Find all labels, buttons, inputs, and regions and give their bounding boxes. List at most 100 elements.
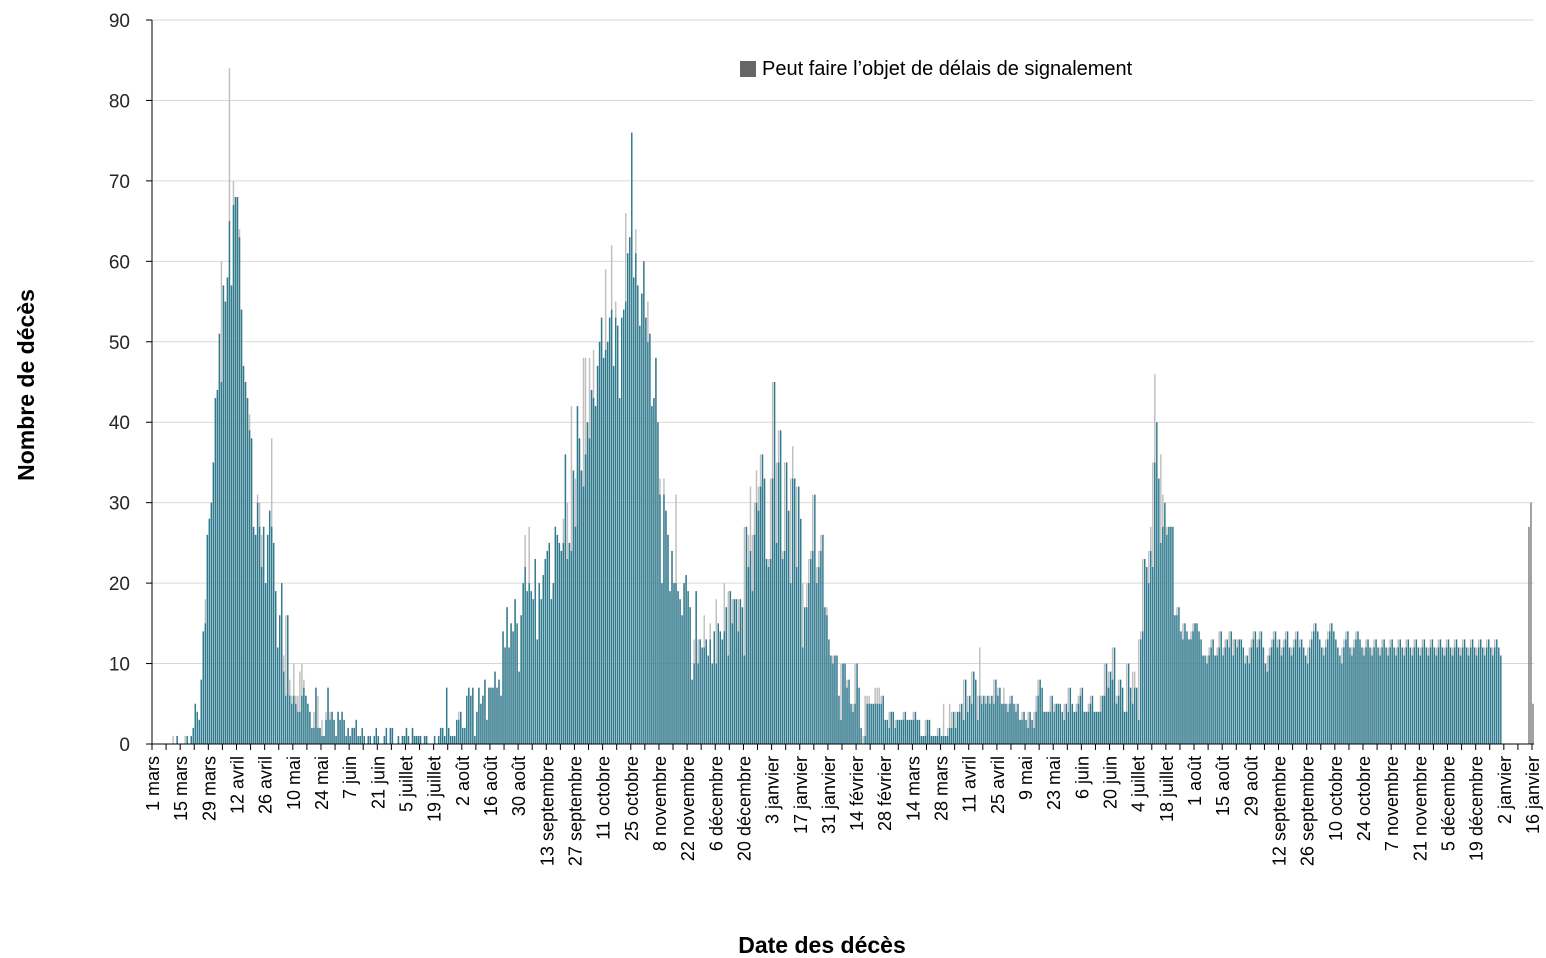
bar-confirmed (466, 695, 468, 744)
bar-confirmed (808, 583, 810, 744)
bar-confirmed (1178, 607, 1180, 744)
y-tick-label: 0 (119, 735, 130, 756)
bar-confirmed (1049, 711, 1051, 744)
bar-confirmed (484, 679, 486, 744)
bar-confirmed (1162, 526, 1164, 744)
bar-confirmed (464, 727, 466, 744)
bar-confirmed (1144, 558, 1146, 744)
bar-confirmed (781, 558, 784, 744)
bar-confirmed (733, 599, 736, 744)
x-tick-label: 2 août (453, 756, 473, 806)
bar-confirmed (880, 703, 882, 744)
bar-confirmed (1439, 639, 1442, 744)
bar-confirmed (1057, 703, 1059, 744)
bar-confirmed (1371, 655, 1373, 744)
bar-confirmed (1383, 639, 1385, 744)
bar-confirmed (635, 253, 637, 745)
bar-confirmed (1216, 655, 1218, 744)
bar-confirmed (1397, 647, 1399, 744)
bar-confirmed (1001, 703, 1003, 744)
bar-confirmed (771, 478, 774, 744)
bar-confirmed (586, 422, 589, 744)
bar-confirmed (1417, 647, 1420, 744)
x-tick-label: 13 septembre (537, 756, 557, 866)
bar-confirmed (1459, 655, 1462, 744)
bar-confirmed (1325, 647, 1327, 744)
bar-confirmed (1025, 719, 1027, 744)
bar-confirmed (367, 735, 369, 744)
bar-confirmed (1475, 655, 1478, 744)
bar-confirmed (264, 583, 267, 744)
bar-confirmed (1306, 663, 1309, 744)
y-axis-title: Nombre de décès (13, 289, 39, 481)
bar-confirmed (918, 719, 921, 744)
bar-confirmed (761, 454, 764, 744)
bar-confirmed (886, 719, 888, 744)
bar-confirmed (912, 719, 915, 744)
bar-confirmed (932, 735, 935, 744)
bar-confirmed (1142, 631, 1144, 744)
bar-confirmed (1270, 647, 1273, 744)
bar-confirmed (1242, 647, 1245, 744)
x-tick-label: 26 septembre (1298, 756, 1318, 866)
bar-confirmed (661, 583, 663, 744)
bar-confirmed (731, 623, 734, 744)
bar-confirmed (228, 221, 231, 745)
bar-confirmed (341, 711, 343, 744)
bar-confirmed (1125, 711, 1128, 744)
bar-confirmed (765, 558, 768, 744)
x-tick-label: 5 décembre (1439, 756, 1459, 851)
bar-confirmed (1292, 647, 1295, 744)
bar-confirmed (987, 695, 989, 744)
bar-confirmed (1013, 703, 1015, 744)
bar-confirmed (1121, 687, 1124, 744)
bar-confirmed (1238, 639, 1241, 744)
bar-confirmed (1323, 655, 1325, 744)
x-tick-label: 12 avril (227, 756, 247, 814)
bar-confirmed (1463, 639, 1466, 744)
bar-confirmed (1494, 647, 1496, 744)
bar-confirmed (1343, 647, 1345, 744)
bar-confirmed (1208, 655, 1210, 744)
bar-confirmed (1266, 671, 1269, 744)
bar-confirmed (1051, 695, 1053, 744)
bar-confirmed (574, 526, 577, 744)
legend-background (682, 50, 1268, 90)
bar-confirmed (1369, 647, 1371, 744)
bar-confirmed (920, 735, 923, 744)
bar-confirmed (934, 735, 937, 744)
bar-confirmed (759, 486, 762, 744)
x-tick-label: 29 août (1241, 756, 1261, 816)
bar-confirmed (747, 567, 750, 744)
bar-confirmed (1139, 639, 1142, 744)
bar-confirmed (1310, 639, 1313, 744)
bar-confirmed (439, 727, 442, 744)
bar-confirmed (1481, 647, 1484, 744)
bar-confirmed (1252, 639, 1255, 744)
bar-confirmed (651, 406, 653, 744)
x-tick-label: 1 mars (143, 756, 163, 811)
bar-confirmed (971, 703, 973, 744)
bar-confirmed (411, 727, 414, 744)
bar-confirmed (600, 317, 603, 744)
bar-confirmed (1437, 647, 1440, 744)
bar-confirmed (496, 687, 498, 744)
x-tick-label: 24 mai (312, 756, 332, 810)
bar-confirmed (838, 695, 840, 744)
bar-confirmed (1278, 639, 1281, 744)
bar-confirmed (1429, 647, 1432, 744)
bar-confirmed (1234, 639, 1236, 744)
bar-confirmed (1158, 478, 1160, 744)
bar-confirmed (403, 735, 406, 744)
bar-confirmed (580, 470, 583, 744)
bar-confirmed (695, 591, 697, 744)
bar-confirmed (558, 542, 561, 744)
x-tick-label: 25 octobre (622, 756, 642, 841)
bar-confirmed (1361, 647, 1363, 744)
bar-confirmed (236, 196, 239, 744)
bar-confirmed (311, 727, 313, 744)
bar-confirmed (1137, 719, 1140, 744)
bar-confirmed (673, 583, 675, 744)
bar-confirmed (216, 390, 219, 744)
bar-confirmed (327, 687, 329, 744)
